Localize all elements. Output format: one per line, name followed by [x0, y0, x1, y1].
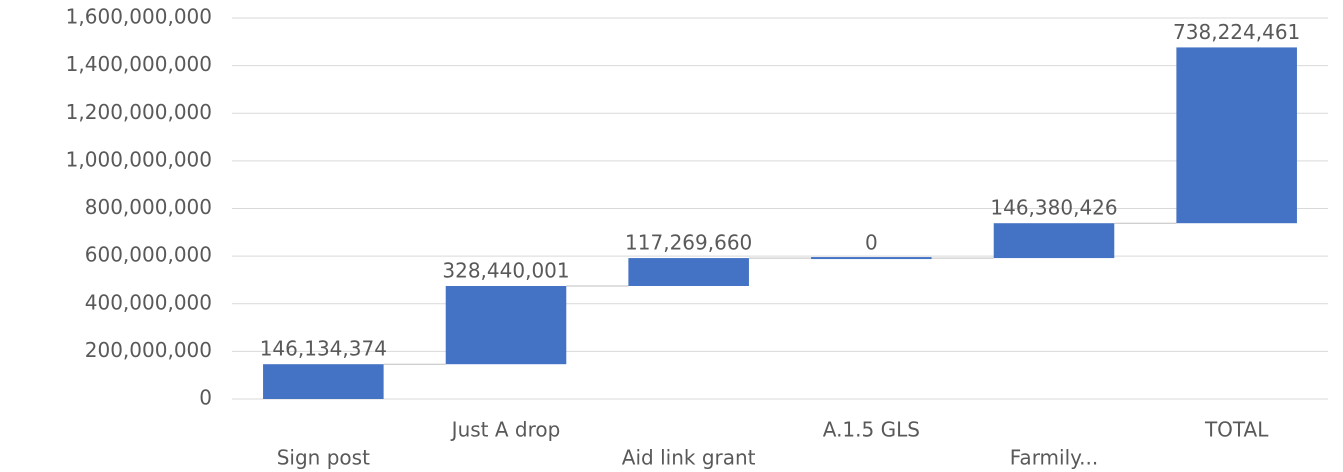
data-label: 328,440,001: [442, 258, 569, 282]
bar: [628, 258, 749, 286]
data-label: 146,134,374: [260, 337, 387, 361]
y-tick-label: 400,000,000: [85, 290, 212, 314]
data-label: 146,380,426: [990, 196, 1117, 220]
bar: [811, 257, 932, 260]
y-tick-label: 1,000,000,000: [66, 147, 212, 171]
x-tick-label: TOTAL: [1204, 418, 1269, 442]
x-tick-label: Farmily...: [1010, 446, 1098, 470]
x-tick-label: A.1.5 GLS: [823, 418, 920, 442]
y-tick-label: 1,400,000,000: [66, 52, 212, 76]
data-label: 738,224,461: [1173, 20, 1300, 44]
x-tick-label: Aid link grant: [622, 446, 756, 470]
data-label: 117,269,660: [625, 231, 752, 255]
bar: [263, 364, 384, 399]
bar: [1176, 47, 1297, 224]
y-tick-label: 1,600,000,000: [66, 5, 212, 29]
y-tick-label: 1,200,000,000: [66, 100, 212, 124]
y-tick-label: 200,000,000: [85, 338, 212, 362]
y-tick-label: 0: [199, 386, 212, 410]
y-tick-label: 600,000,000: [85, 243, 212, 267]
data-label: 0: [865, 231, 878, 255]
x-tick-label: Sign post: [277, 446, 370, 470]
y-tick-label: 800,000,000: [85, 195, 212, 219]
bar: [993, 223, 1115, 259]
bar: [445, 285, 567, 365]
x-tick-label: Just A drop: [450, 418, 561, 442]
